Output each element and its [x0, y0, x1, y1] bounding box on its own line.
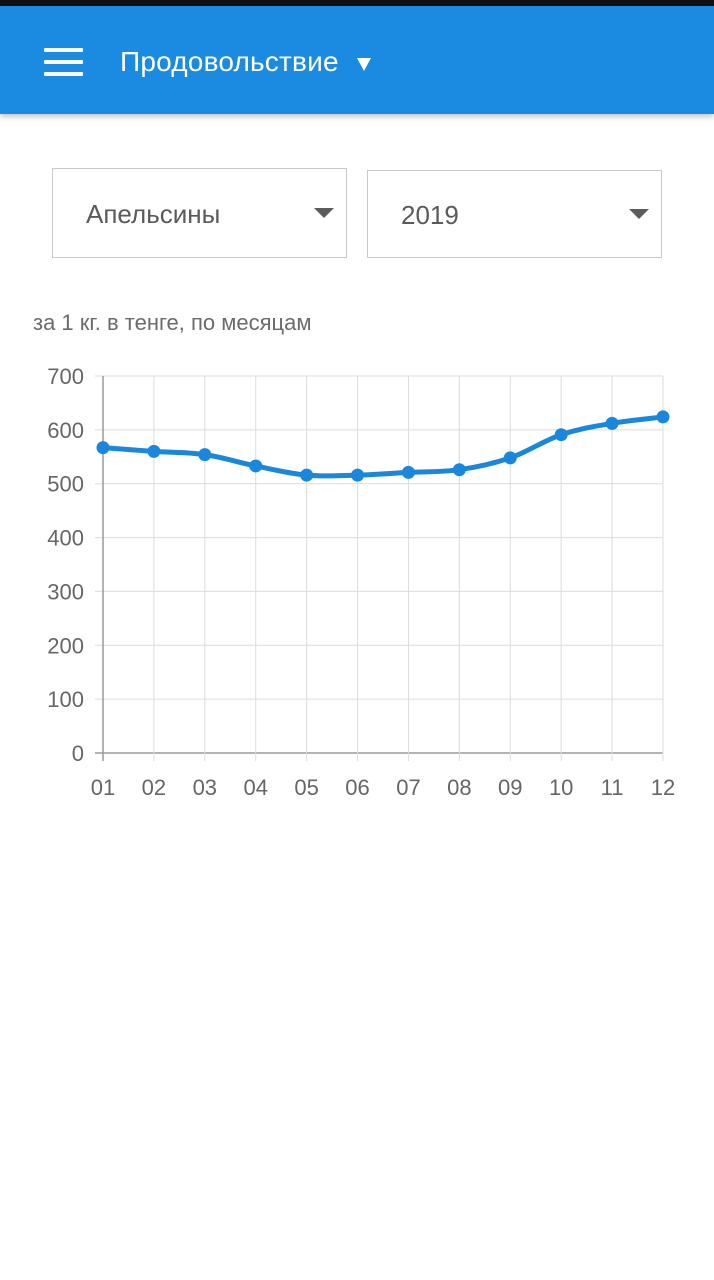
- caret-down-icon: [356, 57, 371, 71]
- caret-down-icon: [629, 209, 649, 219]
- product-select-value: Апельсины: [86, 199, 221, 229]
- x-tick-label: 01: [91, 775, 115, 800]
- y-tick-label: 700: [47, 364, 84, 389]
- x-tick-label: 09: [498, 775, 522, 800]
- x-tick-label: 02: [142, 775, 166, 800]
- product-select[interactable]: Апельсины: [52, 168, 347, 258]
- x-tick-label: 05: [294, 775, 318, 800]
- app-title: Продовольствие: [120, 46, 339, 77]
- data-point: [554, 428, 568, 442]
- data-point: [249, 459, 263, 473]
- y-tick-label: 500: [47, 472, 84, 497]
- x-tick-label: 04: [243, 775, 267, 800]
- caret-down-icon: [314, 208, 334, 218]
- data-point: [351, 468, 365, 482]
- data-point: [503, 451, 517, 465]
- chart-caption: за 1 кг. в тенге, по месяцам: [33, 310, 312, 335]
- data-point: [656, 410, 670, 424]
- price-line-chart: 0 100 200 300 400 500 600 700 01 02 03 04 05 06 07 08 09…: [47, 364, 675, 800]
- data-point: [198, 448, 212, 462]
- y-tick-label: 100: [47, 687, 84, 712]
- status-bar: [0, 0, 714, 6]
- y-tick-label: 600: [47, 418, 84, 443]
- hamburger-menu-icon[interactable]: [44, 48, 84, 76]
- x-tick-label: 06: [345, 775, 369, 800]
- data-point: [96, 441, 110, 455]
- year-select-value: 2019: [401, 200, 459, 230]
- y-tick-label: 300: [47, 579, 84, 604]
- x-tick-label: 12: [651, 775, 675, 800]
- y-tick-label: 200: [47, 633, 84, 658]
- x-tick-label: 10: [549, 775, 573, 800]
- x-tick-label: 11: [601, 775, 624, 800]
- category-dropdown[interactable]: Продовольствие: [120, 42, 371, 82]
- x-tick-label: 03: [193, 775, 217, 800]
- x-tick-label: 07: [396, 775, 420, 800]
- series-line: [100, 414, 666, 479]
- data-point: [401, 465, 415, 479]
- x-tick-label: 08: [447, 775, 471, 800]
- y-tick-label: 0: [72, 741, 84, 766]
- data-point: [605, 416, 619, 430]
- data-point: [452, 463, 466, 477]
- year-select[interactable]: 2019: [367, 170, 662, 258]
- data-point: [147, 444, 161, 458]
- y-tick-label: 400: [47, 526, 84, 551]
- app-bar: Продовольствие: [0, 6, 714, 114]
- data-point: [300, 468, 314, 482]
